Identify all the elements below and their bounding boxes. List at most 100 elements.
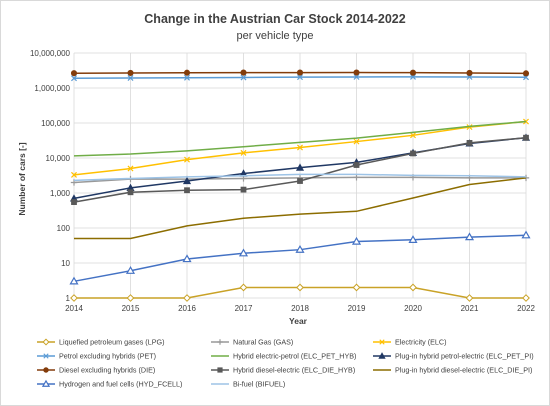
- data-point: [126, 294, 135, 302]
- data-point: [240, 149, 247, 156]
- legend-item: Hybrid electric-petrol (ELC_PET_HYB): [211, 352, 356, 361]
- legend-label: Hybrid electric-petrol (ELC_PET_HYB): [233, 352, 356, 361]
- legend-label: Bi-fuel (BIFUEL): [233, 380, 285, 389]
- chart-title: Change in the Austrian Car Stock 2014-20…: [144, 12, 405, 26]
- series-line: [73, 173, 527, 182]
- series-6: [70, 69, 530, 77]
- data-point: [296, 69, 304, 76]
- data-point: [353, 73, 360, 80]
- series-line: [74, 177, 527, 240]
- series-7: [71, 134, 529, 205]
- data-point: [69, 276, 79, 285]
- legend-item: Hybrid diesel-electric (ELC_DIE_HYB): [211, 366, 355, 375]
- x-axis: 2014 2015 2016 2017 2018 2019 2020 2021 2022: [65, 304, 535, 313]
- data-point: [297, 74, 303, 81]
- y-tick-label: 100,000: [41, 119, 70, 128]
- data-point: [353, 69, 360, 76]
- data-point: [125, 266, 136, 274]
- x-tick-label: 2015: [122, 304, 140, 313]
- chart-subtitle: per vehicle type: [236, 30, 313, 42]
- legend-label: Plug-in hybrid petrol-electric (ELC_PET_…: [395, 352, 534, 361]
- x-tick-label: 2021: [461, 304, 479, 313]
- data-point: [353, 138, 360, 145]
- data-point: [71, 75, 77, 82]
- legend-swatch-marker: [378, 352, 386, 359]
- legend-item: Plug-in hybrid diesel-electric (ELC_DIE_…: [373, 366, 532, 375]
- data-point: [182, 254, 192, 263]
- data-point: [465, 294, 474, 302]
- y-tick-label: 10,000: [46, 154, 71, 163]
- data-point: [184, 187, 190, 194]
- data-point: [239, 283, 248, 292]
- legend-label: Petrol excluding hybrids (PET): [59, 352, 156, 361]
- legend-label: Hybrid diesel-electric (ELC_DIE_HYB): [233, 366, 355, 375]
- data-point: [408, 235, 418, 243]
- data-point: [466, 140, 473, 146]
- data-point: [183, 69, 191, 76]
- legend-item: Natural Gas (GAS): [211, 338, 293, 347]
- legend-swatch-marker: [217, 339, 223, 345]
- x-tick-label: 2016: [178, 304, 196, 313]
- y-tick-label: 1,000: [50, 189, 71, 198]
- series-line: [73, 120, 527, 157]
- series-4: [73, 120, 527, 157]
- data-point: [297, 144, 303, 151]
- data-point: [240, 74, 247, 81]
- x-tick-label: 2017: [235, 304, 253, 313]
- data-point: [127, 75, 134, 81]
- x-tick-label: 2022: [517, 304, 535, 313]
- legend-item: Plug-in hybrid petrol-electric (ELC_PET_…: [373, 352, 534, 361]
- data-point: [240, 69, 247, 76]
- data-point: [183, 294, 191, 302]
- y-tick-label: 100: [57, 224, 71, 233]
- data-point: [410, 132, 416, 139]
- data-point: [127, 165, 134, 172]
- legend: Liquefied petroleum gases (LPG) Natural G…: [37, 338, 534, 389]
- data-point: [352, 283, 361, 292]
- legend-swatch-marker: [42, 338, 50, 346]
- legend-item: Electricity (ELC): [373, 338, 447, 347]
- legend-label: Natural Gas (GAS): [233, 338, 293, 347]
- y-tick-label: 10: [61, 259, 70, 268]
- data-point: [127, 189, 134, 196]
- legend-label: Hydrogen and fuel cells (HYD_FCELL): [59, 380, 182, 389]
- legend-swatch-marker: [379, 339, 385, 345]
- legend-item: Diesel excluding hybrids (DIE): [37, 366, 155, 375]
- x-axis-title: Year: [289, 316, 308, 326]
- data-point: [70, 294, 78, 302]
- legend-swatch-marker: [217, 367, 223, 373]
- legend-item: Petrol excluding hybrids (PET): [37, 352, 156, 361]
- series-3: [71, 73, 529, 82]
- legend-swatch-marker: [43, 367, 49, 373]
- data-point: [184, 74, 190, 81]
- series-10: [73, 173, 527, 182]
- data-point: [523, 134, 529, 141]
- data-point: [295, 244, 305, 253]
- series-layer: [69, 69, 531, 302]
- data-point: [296, 283, 304, 292]
- data-point: [351, 236, 362, 245]
- data-point: [71, 171, 77, 178]
- data-point: [297, 178, 303, 184]
- series-9: [69, 230, 531, 285]
- legend-item: Liquefied petroleum gases (LPG): [37, 338, 164, 347]
- data-point: [70, 70, 78, 77]
- legend-label: Liquefied petroleum gases (LPG): [59, 338, 164, 347]
- legend-item: Bi-fuel (BIFUEL): [211, 380, 285, 389]
- legend-item: Hydrogen and fuel cells (HYD_FCELL): [37, 380, 182, 389]
- y-tick-label: 10,000,000: [30, 49, 71, 58]
- data-point: [353, 174, 360, 181]
- data-point: [522, 294, 530, 302]
- legend-label: Electricity (ELC): [395, 338, 447, 347]
- data-point: [464, 232, 475, 241]
- data-point: [522, 70, 530, 77]
- x-tick-label: 2019: [348, 304, 366, 313]
- data-point: [71, 199, 77, 205]
- data-point: [409, 283, 417, 292]
- data-point: [182, 176, 192, 185]
- legend-swatch-marker: [41, 379, 51, 387]
- y-tick-label: 1,000,000: [34, 84, 70, 93]
- data-point: [238, 248, 249, 257]
